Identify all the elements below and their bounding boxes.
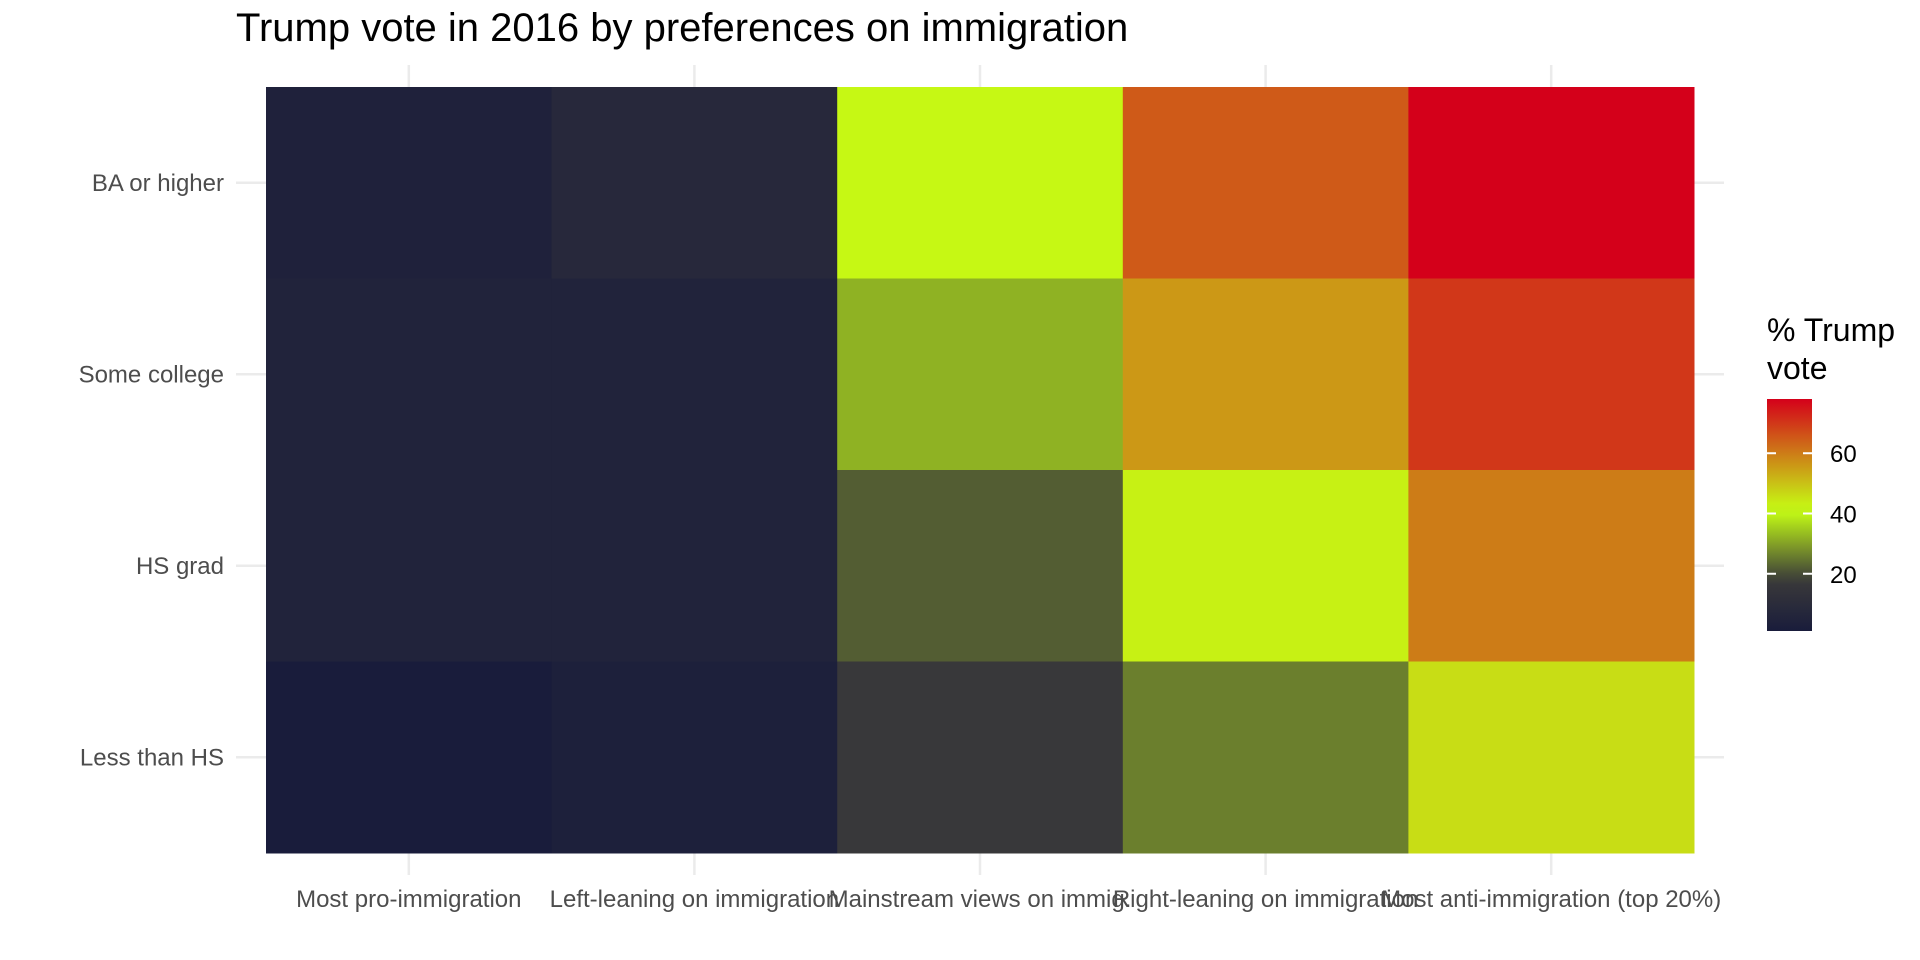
x-tick-label: Left-leaning on immigration bbox=[550, 886, 840, 913]
legend-colorbar bbox=[1767, 399, 1812, 631]
y-tick-label: BA or higher bbox=[92, 170, 224, 197]
legend-title: vote bbox=[1767, 350, 1827, 386]
legend-tick-label: 20 bbox=[1830, 562, 1857, 589]
x-axis: Most pro-immigration Left-leaning on immi… bbox=[296, 886, 1721, 913]
heatmap-cell bbox=[551, 87, 838, 279]
legend-tick-label: 40 bbox=[1830, 501, 1857, 528]
heatmap-cell bbox=[266, 470, 553, 662]
heatmap-cell bbox=[266, 278, 553, 471]
chart-title: Trump vote in 2016 by preferences on imm… bbox=[236, 6, 1129, 50]
x-tick-label: Most anti-immigration (top 20%) bbox=[1381, 886, 1721, 913]
heatmap-cell bbox=[1408, 87, 1695, 279]
heatmap-cell bbox=[551, 470, 838, 662]
x-tick-label: Most pro-immigration bbox=[296, 886, 521, 913]
heatmap-cell bbox=[1408, 470, 1695, 662]
heatmap-cells bbox=[266, 87, 1695, 854]
heatmap-cell bbox=[266, 661, 553, 854]
heatmap-cell bbox=[1122, 87, 1409, 279]
y-axis: BA or higher Some college HS grad Less than… bbox=[79, 170, 224, 772]
heatmap-cell bbox=[837, 661, 1124, 854]
heatmap-cell bbox=[1122, 470, 1409, 662]
heatmap-cell bbox=[1408, 661, 1695, 854]
heatmap-cell bbox=[551, 661, 838, 854]
heatmap-cell bbox=[837, 470, 1124, 662]
heatmap-cell bbox=[1122, 278, 1409, 471]
heatmap-cell bbox=[1408, 278, 1695, 471]
x-tick-label: Mainstream views on immig. bbox=[829, 886, 1132, 913]
legend-tick-label: 60 bbox=[1830, 441, 1857, 468]
legend-title: % Trump bbox=[1767, 312, 1895, 348]
x-tick-label: Right-leaning on immigration bbox=[1113, 886, 1418, 913]
heatmap-cell bbox=[551, 278, 838, 471]
heatmap-cell bbox=[837, 87, 1124, 279]
heatmap-cell bbox=[1122, 661, 1409, 854]
heatmap-cell bbox=[837, 278, 1124, 471]
y-tick-label: Some college bbox=[79, 361, 224, 388]
heatmap-cell bbox=[266, 87, 553, 279]
y-tick-label: Less than HS bbox=[80, 744, 224, 771]
y-tick-label: HS grad bbox=[136, 553, 224, 580]
